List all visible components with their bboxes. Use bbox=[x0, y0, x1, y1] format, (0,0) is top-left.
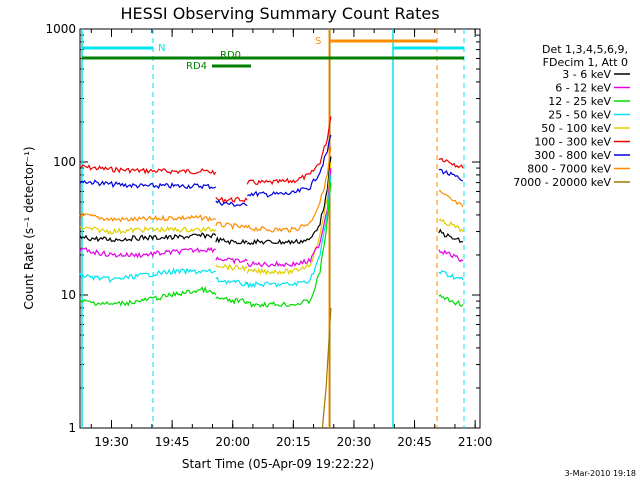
legend-entry-label: 3 - 6 keV bbox=[562, 68, 611, 81]
series-line bbox=[79, 285, 217, 307]
legend-entry-label: 12 - 25 keV bbox=[548, 95, 611, 108]
flag-label-n: N bbox=[158, 43, 165, 54]
series-line bbox=[79, 246, 216, 259]
y-tick-label: 1 bbox=[68, 421, 76, 435]
series-line bbox=[246, 182, 332, 309]
series-line bbox=[438, 270, 464, 281]
series-line bbox=[215, 276, 248, 287]
series-line bbox=[438, 294, 464, 307]
series-line bbox=[246, 161, 332, 276]
x-tick-label: 21:00 bbox=[458, 435, 493, 449]
legend-entry-label: 300 - 800 keV bbox=[534, 149, 611, 162]
series-line bbox=[246, 168, 332, 268]
series-line bbox=[246, 156, 332, 246]
legend-entry-label: 6 - 12 keV bbox=[555, 82, 611, 95]
series-line bbox=[79, 225, 217, 235]
x-tick-label: 19:30 bbox=[94, 435, 129, 449]
x-tick-label: 20:30 bbox=[337, 435, 372, 449]
y-tick-label: 10 bbox=[61, 288, 76, 302]
flag-label-rd4: RD4 bbox=[186, 61, 207, 72]
x-axis: 19:30 19:45 20:00 20:15 20:30 20:45 21:00 bbox=[90, 29, 493, 449]
chart-title: HESSI Observing Summary Count Rates bbox=[120, 4, 439, 23]
series-line bbox=[246, 146, 332, 233]
legend-entry-label: 800 - 7000 keV bbox=[527, 163, 611, 176]
legend-header-1: Det 1,3,4,5,6,9, bbox=[542, 43, 628, 56]
series-line bbox=[438, 228, 464, 244]
x-tick-label: 20:45 bbox=[397, 435, 432, 449]
series-line bbox=[247, 134, 332, 198]
legend-entry-label: 7000 - 20000 keV bbox=[513, 176, 611, 189]
series-line bbox=[215, 236, 248, 246]
y-axis: 1 10 100 1000 bbox=[45, 22, 480, 435]
series-line bbox=[79, 164, 217, 176]
series-line bbox=[79, 267, 216, 284]
series-line bbox=[438, 218, 464, 233]
y-axis-label: Count Rate (s⁻¹ detector⁻¹) bbox=[22, 146, 36, 309]
series-line bbox=[246, 116, 332, 186]
series-line bbox=[79, 179, 217, 190]
series-line bbox=[215, 256, 248, 265]
series-group bbox=[79, 116, 464, 429]
series-line bbox=[215, 263, 248, 272]
legend-entry-label: 25 - 50 keV bbox=[548, 109, 611, 122]
plot-frame bbox=[79, 28, 481, 429]
series-line bbox=[246, 174, 332, 289]
series-line bbox=[438, 157, 464, 169]
series-line bbox=[438, 249, 464, 263]
y-tick-label: 100 bbox=[53, 155, 76, 169]
legend-header-2: FDecim 1, Att 0 bbox=[543, 56, 628, 69]
legend-entry-label: 50 - 100 keV bbox=[541, 122, 611, 135]
footer-timestamp: 3-Mar-2010 19:18 bbox=[565, 469, 636, 478]
flag-label-rd0: RD0 bbox=[220, 50, 241, 61]
series-line bbox=[79, 212, 217, 223]
series-line bbox=[215, 296, 248, 305]
flag-bars: N RD0 RD4 S bbox=[82, 36, 464, 72]
x-tick-label: 20:00 bbox=[215, 435, 250, 449]
y-tick-label: 1000 bbox=[45, 22, 76, 36]
legend-entry-label: 100 - 300 keV bbox=[534, 136, 611, 149]
series-line bbox=[215, 196, 248, 204]
series-line bbox=[79, 232, 217, 243]
x-tick-label: 20:15 bbox=[276, 435, 311, 449]
series-line bbox=[438, 190, 464, 208]
series-line bbox=[215, 199, 248, 207]
legend: Det 1,3,4,5,6,9, FDecim 1, Att 0 3 - 6 k… bbox=[513, 43, 630, 189]
series-line bbox=[215, 221, 248, 231]
x-tick-label: 19:45 bbox=[155, 435, 190, 449]
series-line bbox=[438, 168, 464, 182]
series-line bbox=[321, 307, 332, 429]
flag-label-s: S bbox=[315, 36, 321, 47]
x-axis-label: Start Time (05-Apr-09 19:22:22) bbox=[182, 457, 374, 471]
